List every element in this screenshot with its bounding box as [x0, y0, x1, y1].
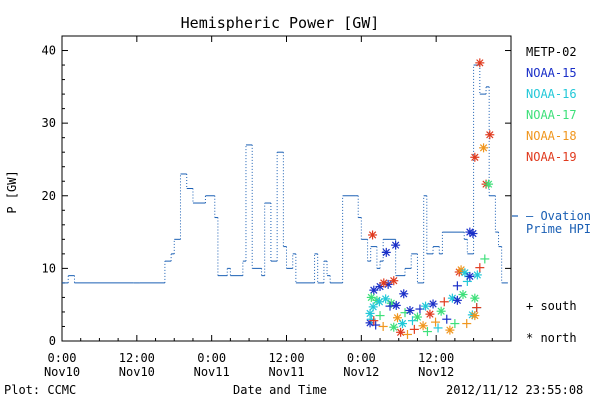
- data-point-noaa-19-north: [470, 152, 480, 162]
- plot-frame: [61, 35, 512, 342]
- x-tick-date: Nov10: [44, 365, 80, 379]
- data-point-noaa-19-south: [369, 316, 379, 326]
- data-point-noaa-18-north: [445, 325, 455, 335]
- x-tick-time: 12:00: [268, 351, 304, 365]
- data-point-noaa-15-north: [399, 289, 409, 299]
- data-point-noaa-19-south: [409, 324, 419, 334]
- x-tick-date: Nov11: [268, 365, 304, 379]
- data-point-noaa-17-north: [484, 179, 494, 189]
- data-point-noaa-16-north: [421, 301, 431, 311]
- plot-credit: Plot: CCMC: [4, 383, 76, 397]
- data-point-noaa-17-north: [389, 322, 399, 332]
- data-point-noaa-15-south: [452, 281, 462, 291]
- data-point-noaa-18-south: [402, 329, 412, 339]
- legend-entry-noaa-16: NOAA-16: [526, 87, 577, 101]
- data-point-noaa-16-north: [472, 270, 482, 280]
- data-point-noaa-19-north: [368, 230, 378, 240]
- data-point-noaa-19-north: [389, 276, 399, 286]
- data-point-noaa-16-north: [381, 294, 391, 304]
- data-point-noaa-16-north: [397, 319, 407, 329]
- data-point-noaa-19-north: [379, 278, 389, 288]
- data-point-noaa-17-south: [422, 327, 432, 337]
- x-tick-date: Nov12: [418, 365, 454, 379]
- data-point-noaa-19-south: [439, 297, 449, 307]
- x-tick-time: 0:00: [48, 351, 77, 365]
- data-point-noaa-15-north: [468, 229, 478, 239]
- x-tick-time: 12:00: [119, 351, 155, 365]
- x-tick-date: Nov12: [343, 365, 379, 379]
- ovation-legend: – Ovation Prime HPI: [512, 209, 591, 236]
- ovation-series: [62, 64, 508, 284]
- data-point-noaa-18-south: [431, 317, 441, 327]
- y-tick-label: 10: [42, 261, 56, 275]
- data-point-noaa-15-north: [383, 279, 393, 289]
- data-point-noaa-15-north: [428, 299, 438, 309]
- data-point-noaa-17-north: [412, 312, 422, 322]
- data-point-noaa-16-north: [368, 302, 378, 312]
- data-point-noaa-15-north: [381, 247, 391, 257]
- legend-entry-noaa-18: NOAA-18: [526, 129, 577, 143]
- x-axis-label: Date and Time: [233, 383, 327, 397]
- data-point-noaa-18-north: [479, 143, 489, 153]
- legend-entry-noaa-15: NOAA-15: [526, 66, 577, 80]
- y-tick-label: 40: [42, 44, 56, 58]
- x-tick-time: 0:00: [347, 351, 376, 365]
- data-point-noaa-18-north: [418, 321, 428, 331]
- y-axis-ticks: 0 10 20 30 40: [42, 44, 511, 348]
- data-point-noaa-15-north: [405, 306, 415, 315]
- data-point-noaa-15-north: [369, 285, 379, 295]
- data-point-noaa-19-north: [396, 327, 406, 337]
- y-tick-label: 20: [42, 189, 56, 203]
- x-tick-time: 0:00: [197, 351, 226, 365]
- x-axis-ticks: 0:00Nov1012:00Nov100:00Nov1112:00Nov110:…: [44, 36, 493, 379]
- data-point-noaa-15-south: [371, 320, 381, 330]
- data-point-noaa-19-south: [472, 303, 482, 313]
- x-tick-date: Nov11: [194, 365, 230, 379]
- data-point-noaa-17-north: [458, 290, 468, 300]
- y-axis-label: P [GW]: [5, 170, 19, 213]
- south-marker-legend: + south: [526, 299, 577, 313]
- legend-entry-noaa-17: NOAA-17: [526, 108, 577, 122]
- data-point-noaa-15-north: [391, 240, 401, 250]
- data-point-noaa-19-north: [475, 58, 485, 68]
- data-point-noaa-15-south: [442, 314, 452, 324]
- plot-timestamp: 2012/11/12 23:55:08: [446, 383, 583, 397]
- data-point-noaa-16-north: [365, 308, 375, 318]
- data-point-noaa-18-south: [462, 319, 472, 329]
- data-point-noaa-17-south: [375, 311, 385, 321]
- legend-entry-noaa-19: NOAA-19: [526, 150, 577, 164]
- y-tick-label: 30: [42, 116, 56, 130]
- x-tick-time: 12:00: [418, 351, 454, 365]
- data-point-noaa-15-south: [385, 301, 395, 311]
- chart-title: Hemispheric Power [GW]: [181, 14, 380, 32]
- satellite-points: [365, 58, 495, 339]
- data-point-noaa-19-north: [425, 309, 435, 319]
- ovation-legend-line-2: Prime HPI: [526, 222, 591, 236]
- x-tick-date: Nov10: [119, 365, 155, 379]
- data-point-noaa-16-south: [433, 323, 443, 333]
- data-point-noaa-16-north: [460, 268, 470, 278]
- data-point-noaa-17-south: [450, 319, 460, 329]
- data-point-noaa-17-north: [470, 293, 480, 303]
- data-point-noaa-18-north: [470, 311, 480, 321]
- y-tick-label: 0: [49, 334, 56, 348]
- legend-entry-metp-02: METP-02: [526, 45, 577, 59]
- ovation-legend-line-1: – Ovation: [526, 209, 591, 223]
- data-point-noaa-18-south: [378, 321, 388, 331]
- data-point-noaa-19-south: [475, 263, 485, 273]
- data-point-noaa-17-south: [480, 254, 490, 264]
- data-point-noaa-15-north: [465, 271, 475, 281]
- data-point-noaa-19-north: [485, 130, 495, 140]
- data-point-noaa-15-north: [452, 295, 462, 305]
- legend: METP-02 NOAA-15 NOAA-16 NOAA-17 NOAA-18 NOAA-…: [526, 45, 577, 164]
- data-point-noaa-17-north: [436, 306, 446, 316]
- data-point-noaa-15-north: [391, 300, 401, 310]
- data-point-noaa-16-south: [407, 316, 417, 326]
- north-marker-legend: * north: [526, 331, 577, 345]
